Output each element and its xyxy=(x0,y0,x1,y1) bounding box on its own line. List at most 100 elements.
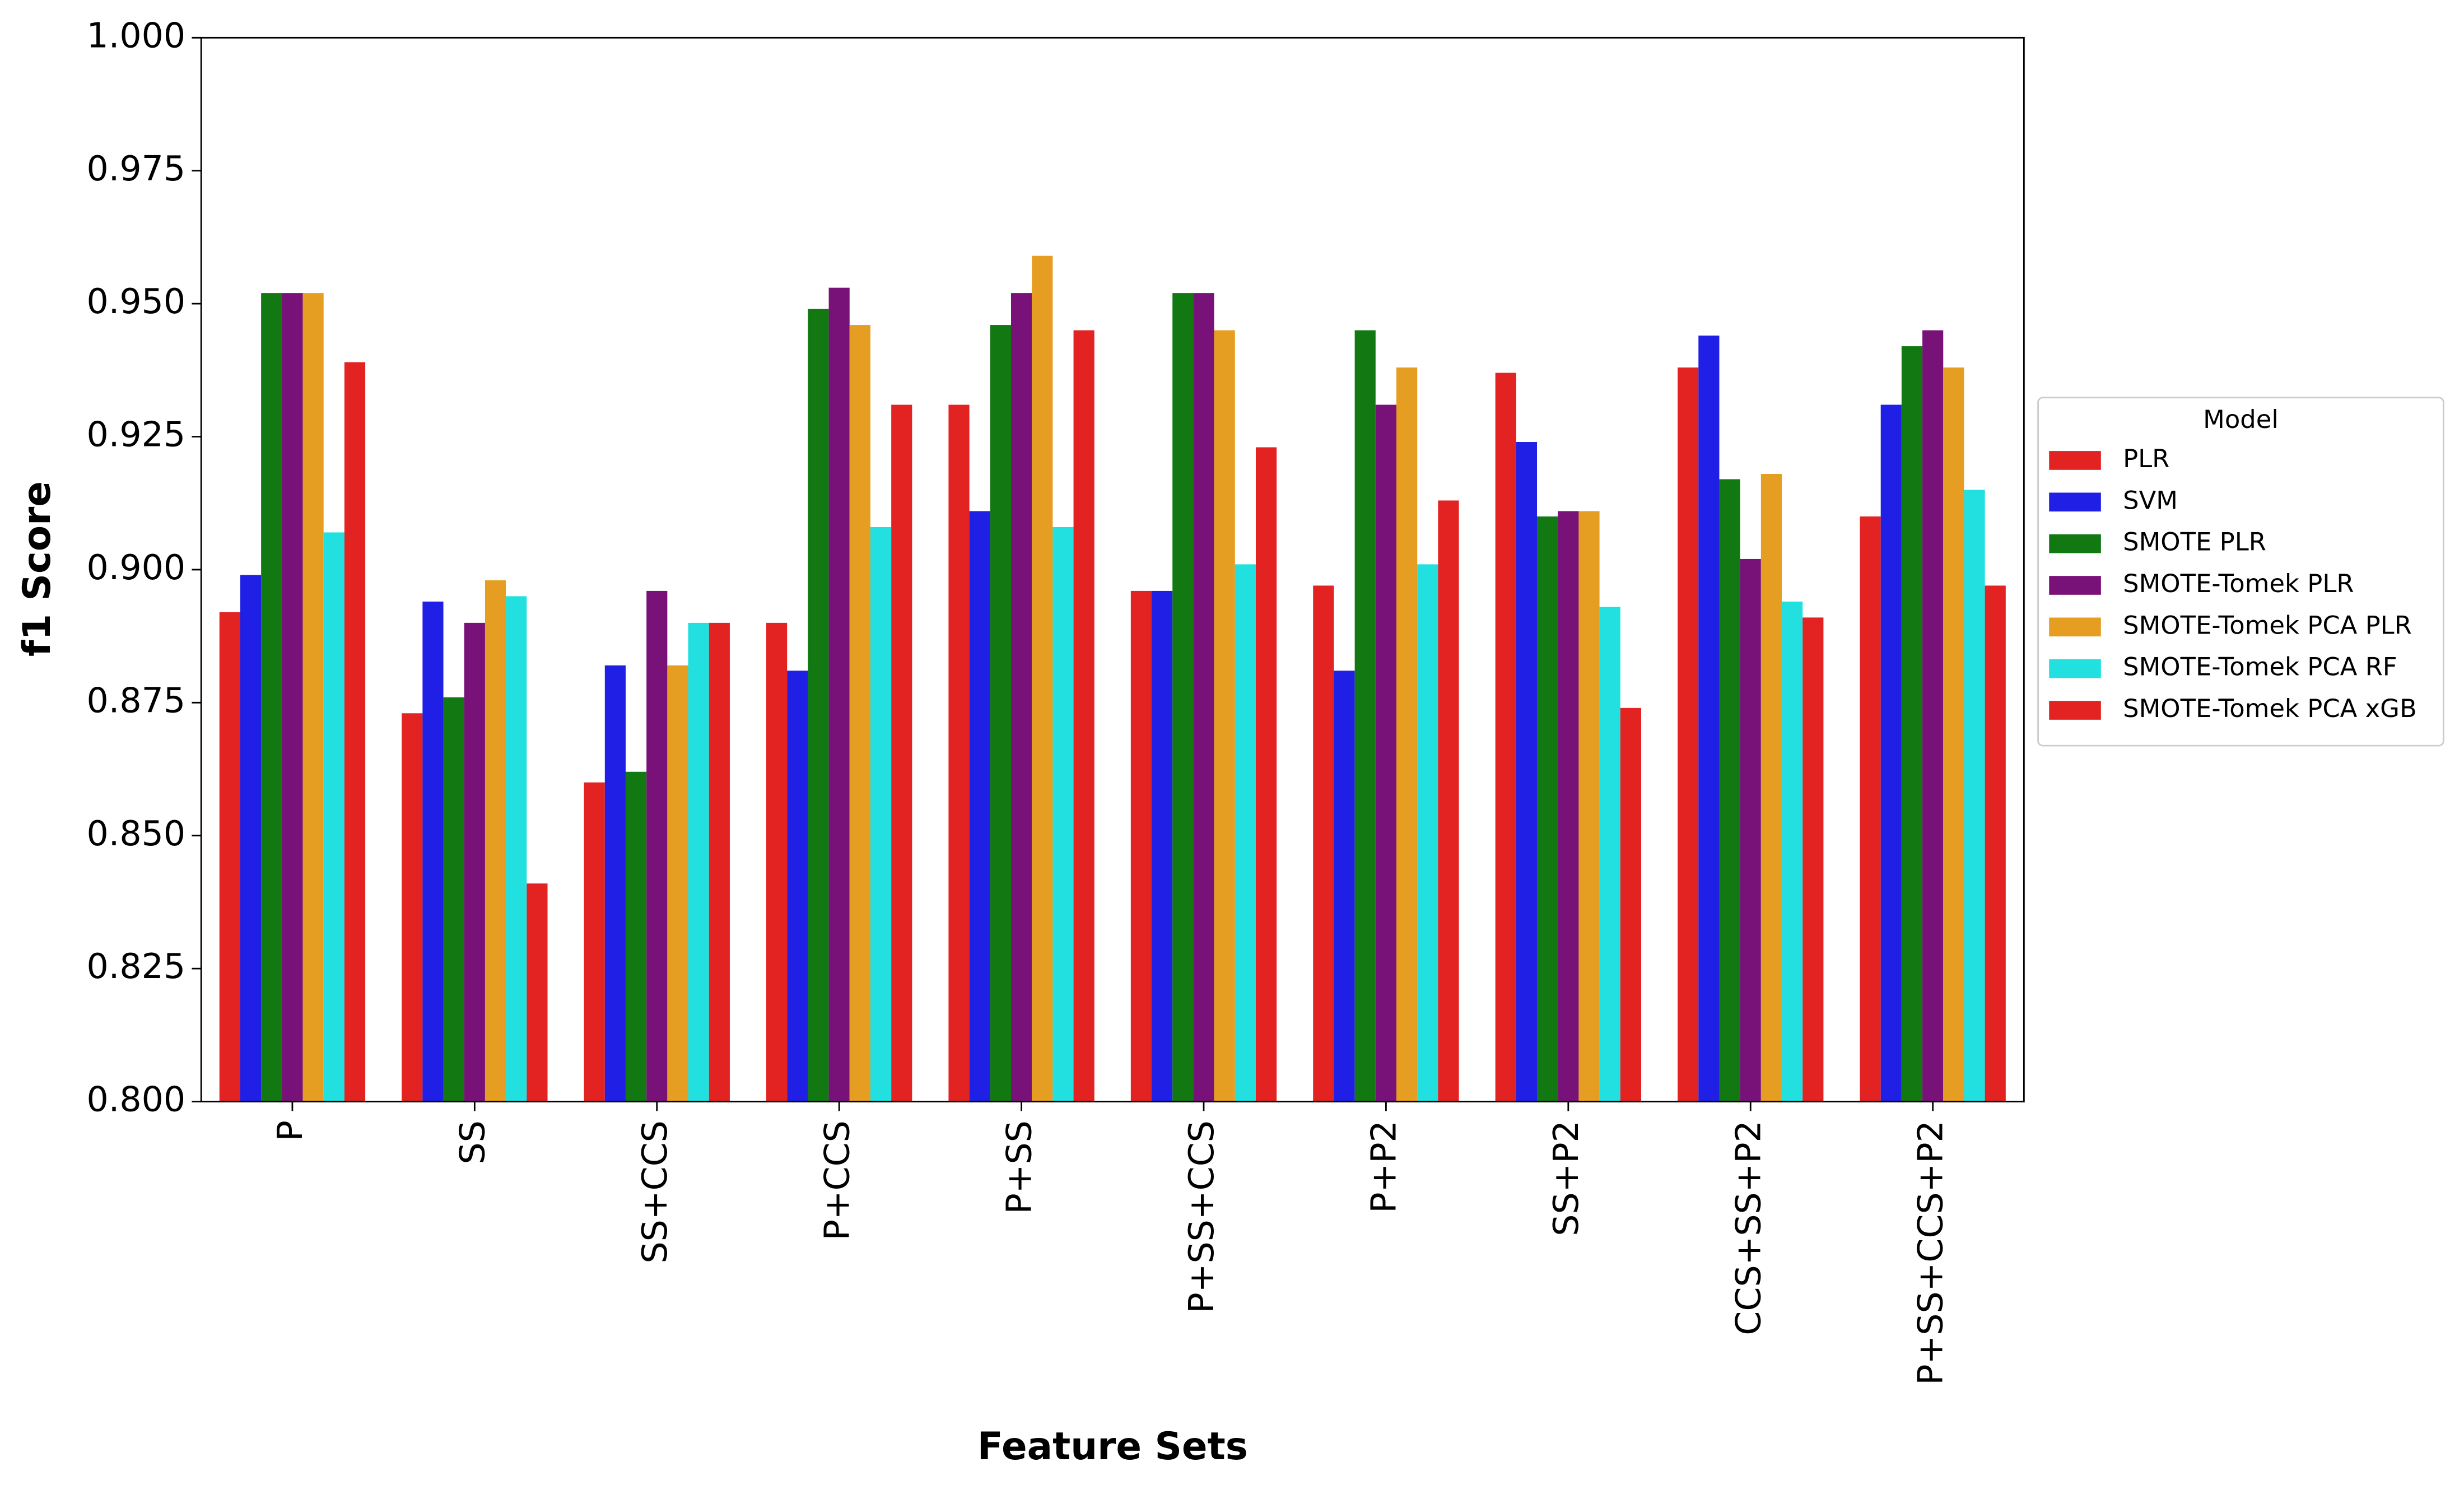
bar xyxy=(1130,590,1152,1102)
x-tick-label: P+SS+CCS+P2 xyxy=(1911,1120,1951,1385)
bar xyxy=(402,713,423,1102)
bar xyxy=(1620,707,1641,1102)
bar xyxy=(485,580,506,1102)
bar xyxy=(1010,293,1032,1102)
bar xyxy=(323,532,344,1102)
legend-swatch xyxy=(2049,701,2101,720)
bar xyxy=(625,771,647,1102)
bar xyxy=(1417,564,1438,1102)
bar xyxy=(1255,447,1277,1102)
legend-label: SMOTE PLR xyxy=(2123,527,2266,557)
bar xyxy=(1516,442,1538,1102)
bar xyxy=(1719,479,1740,1102)
bar xyxy=(1901,346,1923,1102)
bar xyxy=(1172,293,1194,1102)
y-tick-label: 0.925 xyxy=(87,415,186,455)
bar xyxy=(1334,671,1355,1102)
bar xyxy=(1214,330,1235,1102)
bar xyxy=(1438,500,1459,1102)
bar xyxy=(1375,404,1397,1102)
legend-box xyxy=(2037,397,2444,747)
bar xyxy=(302,293,324,1102)
bar xyxy=(1073,330,1094,1102)
bar xyxy=(1922,330,1944,1102)
x-tick-label: SS xyxy=(452,1120,492,1164)
x-tick-label: P+P2 xyxy=(1363,1120,1404,1213)
bar xyxy=(1860,516,1881,1102)
legend-swatch xyxy=(2049,451,2101,470)
y-tick-label: 0.825 xyxy=(87,946,186,986)
bar xyxy=(1052,527,1074,1102)
bar xyxy=(990,325,1011,1102)
bar xyxy=(1985,585,2006,1102)
x-tick-label: P xyxy=(270,1120,310,1141)
bar xyxy=(1740,558,1761,1102)
y-tick-label: 0.875 xyxy=(87,680,186,720)
bar xyxy=(1782,601,1803,1102)
bar xyxy=(688,622,709,1102)
bar xyxy=(584,782,605,1102)
bar xyxy=(443,697,464,1102)
legend-swatch xyxy=(2049,617,2101,637)
bar xyxy=(1578,511,1600,1102)
legend-swatch xyxy=(2049,659,2101,678)
bar xyxy=(870,527,892,1102)
bar xyxy=(1802,617,1824,1102)
bar xyxy=(527,883,548,1102)
x-tick-label: CCS+SS+P2 xyxy=(1728,1120,1768,1335)
legend-swatch xyxy=(2049,492,2101,512)
bar xyxy=(828,287,850,1102)
bar xyxy=(604,665,626,1102)
y-axis-label: f1 Score xyxy=(15,481,59,657)
y-tick-label: 0.950 xyxy=(87,281,186,322)
x-tick-label: SS+CCS xyxy=(635,1120,675,1263)
bar xyxy=(506,596,527,1102)
plot-frame xyxy=(200,36,2025,1102)
y-tick-label: 1.000 xyxy=(87,15,186,55)
bar xyxy=(282,293,303,1102)
bar xyxy=(1760,473,1782,1102)
bar xyxy=(948,404,970,1102)
bar xyxy=(808,309,829,1102)
bar xyxy=(1495,373,1516,1102)
x-tick-label: P+SS+CCS xyxy=(1181,1120,1222,1313)
legend-swatch xyxy=(2049,576,2101,595)
bar xyxy=(1599,607,1620,1102)
bar xyxy=(464,622,485,1102)
bar xyxy=(422,601,444,1102)
x-axis-label: Feature Sets xyxy=(977,1425,1248,1468)
legend-label: PLR xyxy=(2123,444,2169,473)
y-tick-label: 0.975 xyxy=(87,148,186,189)
bar xyxy=(344,362,366,1102)
y-tick-label: 0.850 xyxy=(87,813,186,854)
legend-label: SMOTE-Tomek PCA xGB xyxy=(2123,693,2417,723)
legend-label: SMOTE-Tomek PLR xyxy=(2123,569,2354,598)
bar xyxy=(709,622,730,1102)
x-tick-label: P+SS xyxy=(999,1120,1040,1214)
bar xyxy=(667,665,688,1102)
bar xyxy=(1964,490,1985,1102)
bar xyxy=(261,293,282,1102)
bar xyxy=(1537,516,1558,1102)
bar xyxy=(240,575,262,1102)
bar xyxy=(766,622,788,1102)
bar xyxy=(787,671,808,1102)
bar xyxy=(1698,336,1720,1102)
y-tick-label: 0.800 xyxy=(87,1079,186,1120)
bar xyxy=(1558,511,1579,1102)
legend-title: Model xyxy=(2203,404,2279,434)
bar xyxy=(1354,330,1376,1102)
bar xyxy=(1678,367,1699,1102)
bar xyxy=(849,325,870,1102)
bar xyxy=(1032,255,1053,1102)
bar xyxy=(1152,590,1173,1102)
bar xyxy=(1193,293,1214,1102)
bar xyxy=(1880,404,1902,1102)
x-tick-label: SS+P2 xyxy=(1546,1120,1586,1236)
y-tick-label: 0.900 xyxy=(87,547,186,588)
legend-swatch xyxy=(2049,534,2101,553)
bar xyxy=(646,590,668,1102)
x-tick-label: P+CCS xyxy=(817,1120,857,1240)
bar xyxy=(1235,564,1256,1102)
